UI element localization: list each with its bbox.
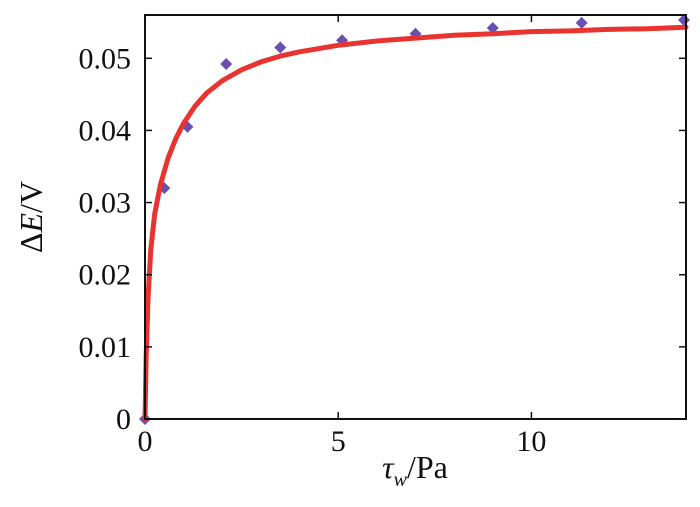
y-axis-symbol: E: [13, 212, 49, 233]
y-tick-label: 0.02: [79, 259, 132, 292]
plot-series: [139, 14, 690, 425]
data-point: [486, 21, 499, 34]
x-axis-title: τw/Pa: [382, 449, 448, 491]
x-axis-ticks: 0 5 10: [138, 15, 546, 458]
plot-area: [145, 15, 686, 419]
x-axis-subscript: w: [394, 469, 408, 491]
y-axis-prefix: Δ: [13, 232, 49, 253]
x-axis-symbol: τ: [382, 449, 395, 485]
y-tick-label: 0.01: [79, 331, 132, 364]
plot-frame: [144, 14, 687, 420]
y-tick-label: 0.04: [79, 114, 132, 147]
y-tick-label: 0.05: [79, 42, 132, 75]
y-axis-ticks: 0 0.01 0.02 0.03 0.04 0.05: [79, 42, 686, 436]
y-tick-label: 0.03: [79, 187, 132, 220]
fit-curve: [142, 24, 689, 422]
x-tick-label: 5: [331, 425, 346, 458]
data-point: [220, 58, 233, 71]
data-point: [274, 41, 287, 54]
x-tick-label: 0: [138, 425, 153, 458]
data-point: [575, 16, 588, 29]
y-axis-title: ΔE/V: [13, 181, 49, 253]
y-tick-label: 0: [116, 403, 131, 436]
y-axis-unit: /V: [13, 181, 49, 213]
x-axis-unit: /Pa: [407, 449, 448, 485]
x-tick-label: 10: [516, 425, 546, 458]
